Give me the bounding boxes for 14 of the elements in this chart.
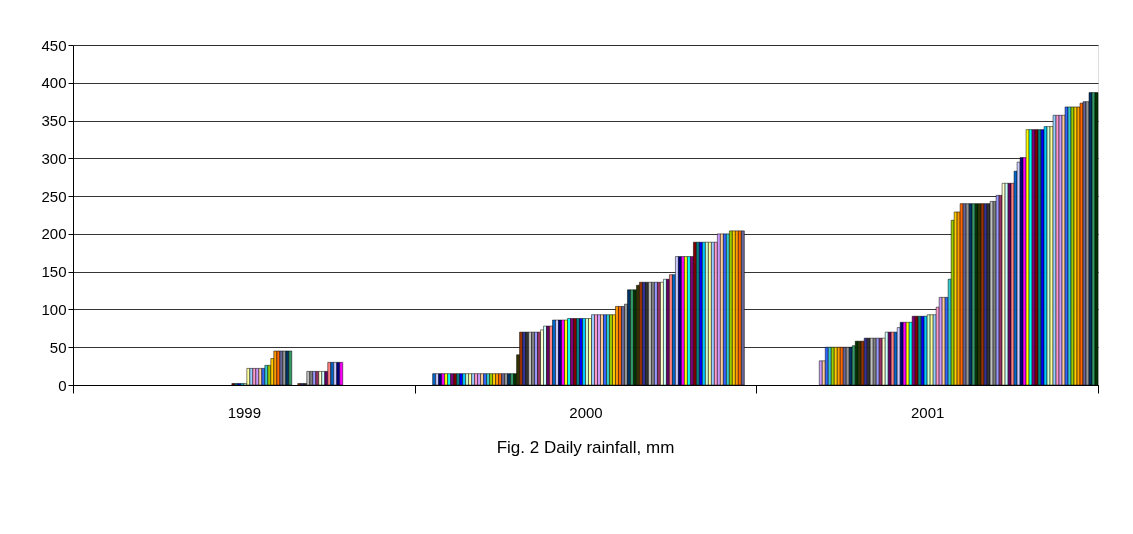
y-tick-label: 300	[41, 149, 67, 167]
y-tick-label: 450	[41, 36, 67, 54]
y-tick-label: 50	[49, 338, 67, 356]
x-tick-label: 2001	[910, 403, 945, 421]
y-tick-label: 200	[41, 225, 67, 243]
y-tick-label: 0	[58, 376, 67, 394]
x-tick-label: 1999	[227, 403, 262, 421]
y-tick-label: 350	[41, 112, 67, 130]
y-tick-label: 100	[41, 300, 67, 318]
y-tick-label: 150	[41, 263, 67, 281]
y-tick-label: 400	[41, 74, 67, 92]
x-tick-label: 2000	[569, 403, 603, 421]
text: Fig. 2 Daily rainfall, mm	[496, 438, 675, 457]
y-tick-label: 250	[41, 187, 67, 205]
